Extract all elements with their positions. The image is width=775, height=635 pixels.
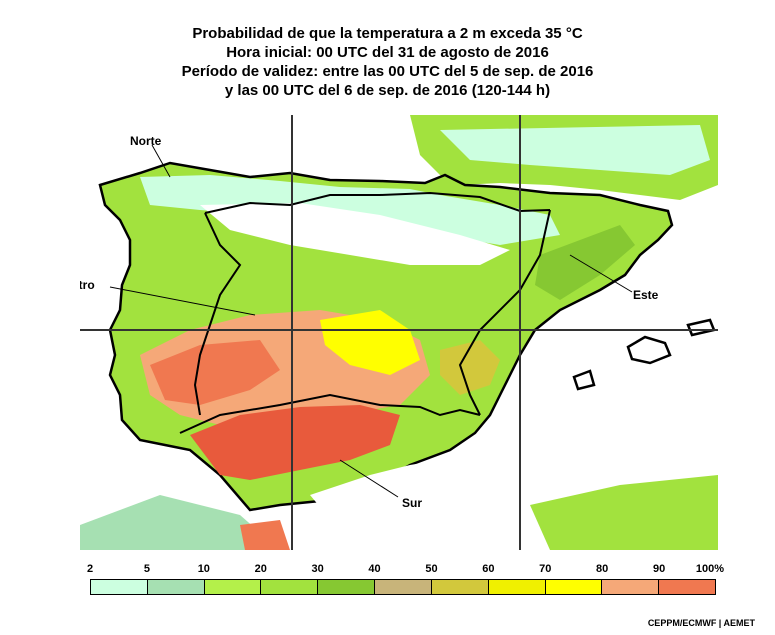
north-white-zone (200, 203, 510, 265)
este-leader (569, 254, 633, 293)
title-line-3: Período de validez: entre las 00 UTC del… (181, 63, 594, 80)
legend-color-cell (261, 580, 319, 594)
centro-leader (109, 286, 256, 316)
legend-color-bar (90, 579, 716, 595)
north-low-zone (140, 175, 560, 245)
legend-tick-label: 10 (197, 563, 210, 575)
region-label-este: Este (633, 288, 659, 302)
north-africa-land (80, 495, 280, 550)
centro-boundary (193, 212, 242, 416)
east-coast-green (535, 225, 635, 300)
legend-color-cell (488, 580, 546, 594)
central-yellow-zone (320, 310, 420, 375)
region-label-centro: Centro (80, 278, 95, 292)
legend-tick-label: 30 (311, 563, 324, 575)
region-label-sur: Sur (402, 496, 422, 510)
sea-light-patches (80, 220, 140, 415)
legend-tick-label: 2 (86, 563, 94, 575)
sur-leader (339, 459, 399, 498)
legend-tick-label: 40 (368, 563, 381, 575)
legend-tick-label: 90 (652, 563, 666, 575)
title-line-4: y las 00 UTC del 6 de sep. de 2016 (120-… (224, 82, 551, 99)
legend-tick-label: 60 (482, 563, 495, 575)
north-africa-west-hot (240, 520, 290, 550)
title-line-1: Probabilidad de que la temperatura a 2 m… (192, 25, 583, 42)
legend-color-cell (91, 580, 148, 594)
probability-map: Norte Centro Este Sur (80, 115, 718, 550)
legend-tick-label: 20 (254, 563, 267, 575)
south-coast-white (310, 460, 440, 507)
sur-boundary (179, 393, 481, 434)
legend-tick-label: 80 (596, 563, 609, 575)
region-label-norte: Norte (130, 134, 162, 148)
legend-tick-label: 100% (695, 563, 725, 575)
mallorca (626, 335, 672, 365)
legend-color-cell (431, 580, 489, 594)
legend-color-cell (318, 580, 376, 594)
title-line-2: Hora inicial: 00 UTC del 31 de agosto de… (226, 44, 549, 61)
legend-tick-labels: 2 5 10 20 30 40 50 60 70 80 90 100% (80, 563, 724, 579)
legend-color-cell (204, 580, 262, 594)
legend-color-cell (147, 580, 205, 594)
east-yellow-zone (440, 340, 500, 395)
norte-boundary (204, 191, 551, 214)
legend-color-cell (659, 580, 715, 594)
legend-color-cell (545, 580, 603, 594)
north-africa-east (530, 475, 718, 550)
central-red-zone (150, 340, 280, 405)
legend-tick-label: 5 (143, 563, 150, 575)
norte-leader (151, 144, 171, 178)
legend-color-cell (375, 580, 432, 594)
ibiza (572, 369, 596, 391)
credit-text: CEPPM/ECMWF | AEMET (647, 618, 755, 628)
south-red-zone (190, 405, 400, 480)
legend-tick-label: 70 (539, 563, 552, 575)
france-low-probability (440, 125, 710, 175)
legend-tick-label: 50 (425, 563, 438, 575)
legend-color-cell (602, 580, 660, 594)
map-title: Probabilidad de que la temperatura a 2 m… (0, 24, 775, 100)
